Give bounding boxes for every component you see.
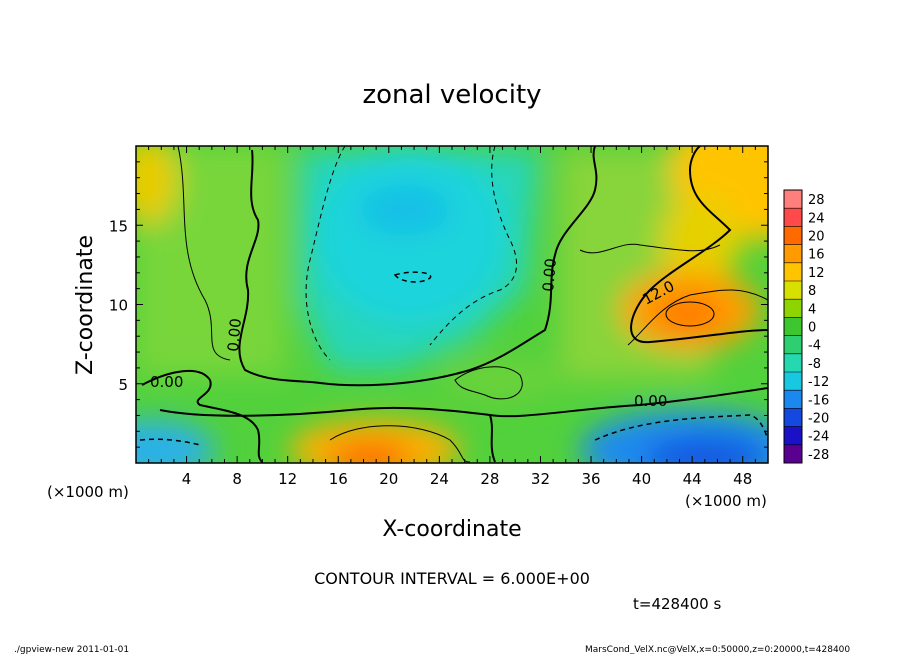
- footer-right: MarsCond_VelX.nc@VelX,x=0:50000,z=0:2000…: [585, 645, 850, 654]
- x-tick-label: 40: [632, 470, 651, 488]
- colorbar-swatch: [784, 317, 802, 337]
- colorbar-label: -8: [808, 357, 821, 372]
- colorbar-label: -16: [808, 393, 829, 408]
- colorbar-swatch: [784, 408, 802, 428]
- y-axis: 5 10 15: [109, 161, 768, 448]
- colorbar-swatch: [784, 444, 802, 464]
- velocity-field: 0.00 0.00 0.00 12.0 0.00: [136, 146, 768, 463]
- contour-label: 0.00: [150, 373, 183, 391]
- x-tick-label: 12: [278, 470, 297, 488]
- x-tick-label: 20: [379, 470, 398, 488]
- colorbar-label: -20: [808, 412, 829, 427]
- colorbar-swatch: [784, 353, 802, 373]
- contour-label: 0.00: [634, 392, 667, 410]
- colorbar-swatch: [784, 372, 802, 391]
- colorbar-label: -28: [808, 448, 829, 463]
- colorbar-label: 8: [808, 284, 816, 299]
- colorbar-label: 12: [808, 266, 825, 281]
- x-tick-label: 24: [430, 470, 449, 488]
- x-tick-label: 36: [581, 470, 600, 488]
- x-tick-label: 28: [480, 470, 499, 488]
- colorbar-swatch: [784, 190, 802, 209]
- x-tick-label: 16: [329, 470, 348, 488]
- colorbar-label: 0: [808, 321, 816, 336]
- colorbar-label: 16: [808, 248, 825, 263]
- x-tick-label: 8: [232, 470, 242, 488]
- y-tick-label: 5: [118, 376, 128, 394]
- colorbar-label: 24: [808, 211, 825, 226]
- colorbar-label: 20: [808, 230, 825, 245]
- y-tick-label: 15: [109, 217, 128, 235]
- colorbar: 28 24 20 16 12 8 4 0 -4 -8 -12 -16 -20 -24 -28: [783, 189, 829, 464]
- colorbar-swatch: [784, 299, 802, 318]
- colorbar-swatch: [784, 226, 802, 246]
- footer-left: ./gpview-new 2011-01-01: [14, 645, 129, 654]
- colorbar-swatch: [784, 390, 802, 409]
- colorbar-swatch: [784, 281, 802, 300]
- chart-title: zonal velocity: [362, 80, 541, 110]
- x-unit-left: (×1000 m): [47, 483, 129, 501]
- colorbar-label: -4: [808, 339, 821, 354]
- colorbar-swatch: [784, 262, 802, 282]
- y-tick-label: 10: [109, 297, 128, 315]
- x-unit-right: (×1000 m): [685, 492, 767, 510]
- x-tick-label: 48: [733, 470, 752, 488]
- x-tick-label: 4: [182, 470, 192, 488]
- time-label: t=428400 s: [633, 595, 721, 613]
- colorbar-label: -24: [808, 430, 829, 445]
- colorbar-swatch: [784, 426, 802, 446]
- x-axis: 4 8 12 16 20 24 28 32 36 40 44 48: [148, 146, 756, 488]
- x-tick-label: 44: [683, 470, 702, 488]
- colorbar-label: 28: [808, 193, 825, 208]
- colorbar-swatch: [784, 208, 802, 227]
- contour-interval: CONTOUR INTERVAL = 6.000E+00: [314, 569, 590, 588]
- colorbar-label: 4: [808, 302, 816, 317]
- colorbar-swatch: [784, 335, 802, 355]
- x-axis-label: X-coordinate: [382, 517, 521, 542]
- y-axis-label: Z-coordinate: [73, 235, 98, 375]
- colorbar-swatch: [784, 244, 802, 264]
- contour-label: 0.00: [539, 258, 560, 293]
- contour-label: 0.00: [224, 318, 245, 353]
- colorbar-label: -12: [808, 375, 829, 390]
- x-tick-label: 32: [531, 470, 550, 488]
